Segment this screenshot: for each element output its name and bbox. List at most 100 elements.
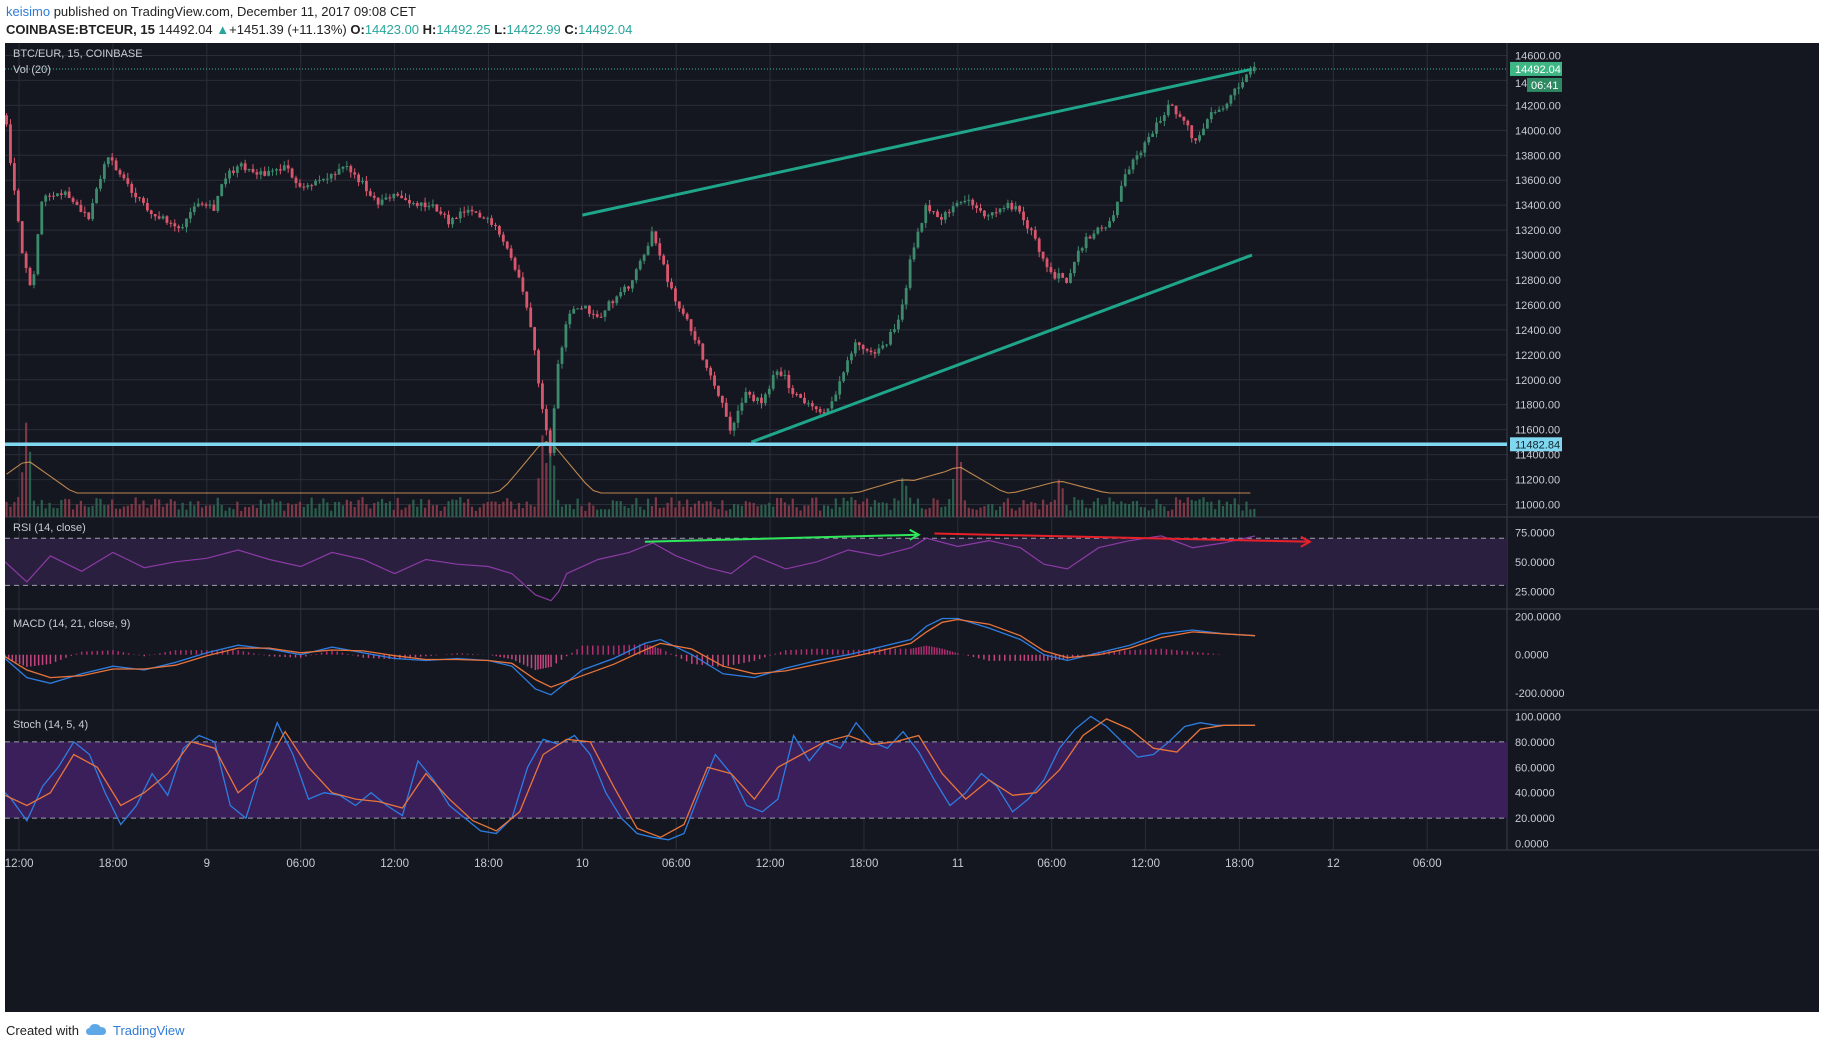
candle-body [368, 191, 372, 196]
candle-body [924, 205, 928, 224]
candle-body [756, 397, 759, 402]
candle-body [509, 248, 513, 258]
volume-bar [881, 502, 884, 517]
candle-body [212, 204, 216, 211]
candle-body [1241, 82, 1244, 88]
volume-bar [373, 503, 376, 517]
candle-body [580, 308, 583, 310]
volume-bar [686, 499, 689, 517]
volume-bar [787, 505, 790, 517]
volume-bar [349, 501, 352, 517]
candle-body [251, 168, 255, 173]
candle-body [513, 257, 517, 270]
volume-bar [310, 497, 313, 517]
volume-bar [1241, 510, 1244, 517]
candle-body [787, 375, 791, 389]
volume-bar [1214, 509, 1217, 517]
volume-bar [1233, 498, 1236, 517]
macd-line [5, 617, 1256, 696]
volume-pane-title: Vol (20) [13, 64, 51, 76]
volume-bar [525, 501, 528, 517]
volume-bar [208, 505, 212, 517]
candle-body [1022, 211, 1025, 221]
volume-bar [314, 508, 317, 517]
candle-body [114, 160, 118, 171]
chart-area[interactable]: 12:00 18:00 9 06:00 12:00 18:00 10 06:00 12:00 18… [5, 43, 1819, 1012]
candle-body [501, 234, 505, 242]
candle-body [40, 201, 44, 235]
candle-body [857, 342, 861, 346]
volume-bar [897, 500, 900, 517]
red-arrowhead-icon [1300, 535, 1312, 548]
publication-header: keisimo published on TradingView.com, De… [6, 4, 416, 22]
volume-bar [1128, 503, 1131, 517]
candle-body [278, 169, 282, 171]
volume-bar [189, 501, 192, 517]
candle-body [458, 211, 462, 219]
volume-bar [529, 504, 532, 517]
candle-body [349, 166, 353, 173]
volume-bar [556, 499, 560, 517]
volume-bar [901, 478, 904, 517]
volume-bar [983, 506, 986, 517]
candle-body [701, 343, 705, 360]
volume-bar [862, 501, 865, 517]
time-tick-label: 06:00 [286, 858, 315, 870]
volume-bar [228, 507, 231, 517]
candle-body [28, 268, 32, 286]
candle-body [329, 174, 333, 179]
candle-body [634, 269, 638, 281]
volume-bar [822, 505, 826, 517]
candle-body [1123, 174, 1127, 186]
candle-body [1170, 104, 1174, 106]
volume-bar [713, 507, 716, 517]
candle-body [658, 243, 662, 256]
volume-bar [1163, 506, 1166, 517]
candle-body [767, 388, 771, 395]
candle-body [799, 394, 802, 398]
candle-body [818, 409, 822, 413]
candle-body [130, 183, 134, 193]
volume-bar [1253, 508, 1256, 517]
volume-bar [306, 504, 309, 517]
candle-body [1084, 236, 1088, 249]
volume-bar [646, 498, 650, 517]
time-tick-label: 11 [952, 858, 964, 870]
candle-body [95, 188, 98, 204]
volume-bar [443, 506, 446, 517]
volume-bar [991, 504, 994, 517]
time-tick-label: 06:00 [1413, 858, 1442, 870]
stoch-k-line [5, 715, 1256, 841]
volume-bar [32, 500, 36, 517]
volume-bar [662, 507, 665, 517]
tradingview-link[interactable]: TradingView [112, 1022, 185, 1038]
volume-bar [1155, 499, 1158, 517]
candle-body [646, 245, 650, 255]
candle-body [376, 197, 380, 205]
volume-bar [1143, 507, 1146, 517]
volume-bar [103, 505, 106, 517]
volume-bar [783, 502, 787, 517]
author-link[interactable]: keisimo [6, 4, 51, 19]
volume-bar [345, 499, 348, 517]
candle-body [267, 170, 271, 176]
macd-signal-line [5, 618, 1256, 688]
chart-canvas[interactable]: 12:00 18:00 9 06:00 12:00 18:00 10 06:00 12:00 18… [5, 43, 1819, 1012]
candle-body [411, 203, 415, 205]
candle-body [587, 305, 591, 314]
green-arrowhead-icon [909, 528, 921, 541]
candle-body [494, 224, 497, 227]
candle-body [564, 324, 568, 348]
volume-bar [126, 505, 129, 517]
volume-bar [979, 507, 982, 517]
volume-bar [940, 507, 943, 517]
candle-body [709, 367, 713, 376]
candle-body [830, 401, 834, 409]
candle-body [247, 168, 251, 171]
volume-bar [889, 509, 892, 517]
volume-bar [361, 497, 364, 517]
volume-bar [541, 435, 544, 517]
volume-bar [1221, 506, 1225, 517]
rsi-tick-label: 50.0000 [1515, 557, 1555, 569]
candle-body [122, 174, 126, 179]
